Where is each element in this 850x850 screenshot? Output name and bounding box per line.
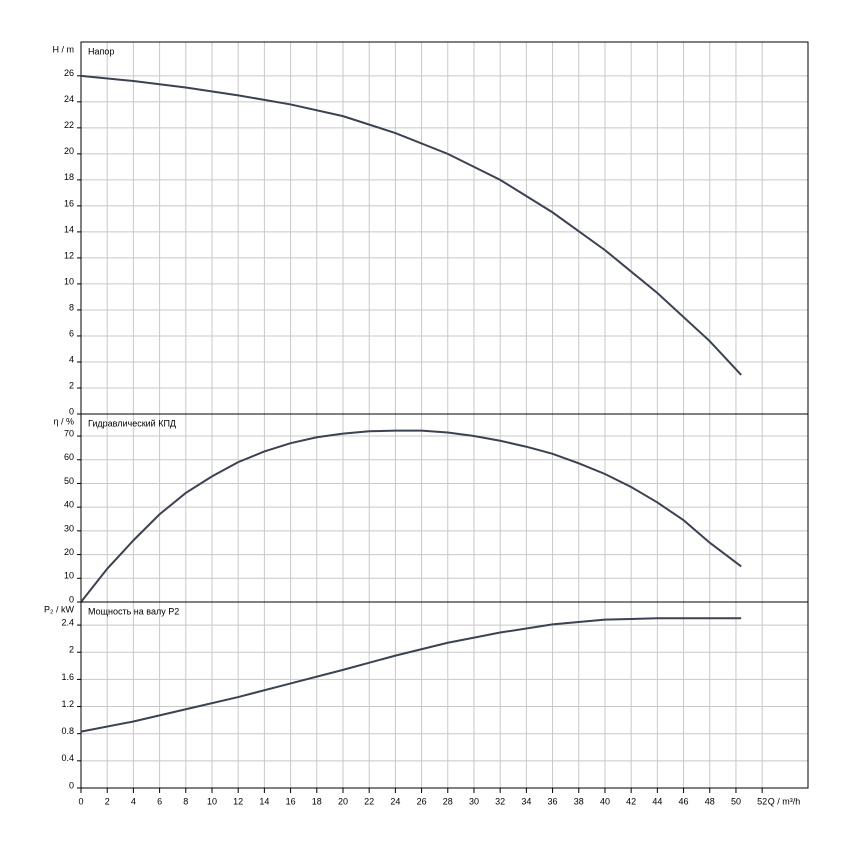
y-tick-label: 10 bbox=[64, 276, 74, 286]
x-tick-label: 14 bbox=[259, 796, 269, 806]
x-axis-label: Q / m³/h bbox=[768, 796, 801, 806]
x-tick-label: 40 bbox=[600, 796, 610, 806]
x-tick-label: 0 bbox=[78, 796, 83, 806]
y-axis-label: H / m bbox=[53, 44, 75, 54]
x-tick-label: 22 bbox=[364, 796, 374, 806]
panel-title: Гидравлический КПД bbox=[88, 418, 176, 428]
x-tick-label: 2 bbox=[105, 796, 110, 806]
y-tick-label: 20 bbox=[64, 146, 74, 156]
y-tick-label: 0 bbox=[69, 594, 74, 604]
y-tick-label: 24 bbox=[64, 94, 74, 104]
x-tick-label: 42 bbox=[626, 796, 636, 806]
x-tick-label: 34 bbox=[521, 796, 531, 806]
x-tick-label: 36 bbox=[548, 796, 558, 806]
x-tick-label: 44 bbox=[652, 796, 662, 806]
x-tick-label: 50 bbox=[731, 796, 741, 806]
x-tick-label: 4 bbox=[131, 796, 136, 806]
y-tick-label: 40 bbox=[64, 500, 74, 510]
x-tick-label: 24 bbox=[390, 796, 400, 806]
curve bbox=[80, 617, 742, 733]
y-tick-label: 0.8 bbox=[61, 726, 74, 736]
y-tick-label: 0.4 bbox=[61, 753, 74, 763]
x-tick-label: 26 bbox=[417, 796, 427, 806]
curve bbox=[80, 74, 742, 376]
x-tick-label: 32 bbox=[495, 796, 505, 806]
y-tick-label: 26 bbox=[64, 68, 74, 78]
y-tick-label: 14 bbox=[64, 224, 74, 234]
y-tick-label: 20 bbox=[64, 547, 74, 557]
panel-frame bbox=[80, 601, 809, 789]
y-tick-label: 18 bbox=[64, 172, 74, 182]
y-tick-label: 2 bbox=[69, 645, 74, 655]
y-tick-label: 1.6 bbox=[61, 672, 74, 682]
x-tick-label: 20 bbox=[338, 796, 348, 806]
y-tick-label: 50 bbox=[64, 476, 74, 486]
y-tick-label: 60 bbox=[64, 452, 74, 462]
y-tick-label: 8 bbox=[69, 302, 74, 312]
x-tick-label: 16 bbox=[286, 796, 296, 806]
x-tick-label: 28 bbox=[443, 796, 453, 806]
y-axis-label: P₂ / kW bbox=[44, 604, 74, 614]
panel-title: Мощность на валу P2 bbox=[88, 606, 179, 616]
y-tick-label: 12 bbox=[64, 250, 74, 260]
x-tick-label: 8 bbox=[183, 796, 188, 806]
y-tick-label: 30 bbox=[64, 523, 74, 533]
x-tick-label: 48 bbox=[705, 796, 715, 806]
y-tick-label: 4 bbox=[69, 354, 74, 364]
x-tick-label: 12 bbox=[233, 796, 243, 806]
y-tick-label: 10 bbox=[64, 571, 74, 581]
y-tick-label: 1.2 bbox=[61, 699, 74, 709]
y-tick-label: 0 bbox=[69, 406, 74, 416]
x-tick-label: 46 bbox=[679, 796, 689, 806]
y-tick-label: 2.4 bbox=[61, 617, 74, 627]
x-tick-label: 10 bbox=[207, 796, 217, 806]
x-tick-label: 38 bbox=[574, 796, 584, 806]
y-axis-label: η / % bbox=[53, 416, 74, 426]
x-tick-label: 52 bbox=[757, 796, 767, 806]
panel-title: Напор bbox=[88, 46, 114, 56]
y-tick-label: 2 bbox=[69, 380, 74, 390]
y-tick-label: 6 bbox=[69, 328, 74, 338]
y-tick-label: 22 bbox=[64, 120, 74, 130]
x-tick-label: 6 bbox=[157, 796, 162, 806]
panel-frame bbox=[80, 41, 809, 415]
x-tick-label: 18 bbox=[312, 796, 322, 806]
y-tick-label: 70 bbox=[64, 428, 74, 438]
curve bbox=[80, 429, 742, 603]
panel-frame bbox=[80, 413, 809, 603]
y-tick-label: 0 bbox=[69, 780, 74, 790]
x-tick-label: 30 bbox=[469, 796, 479, 806]
y-tick-label: 16 bbox=[64, 198, 74, 208]
